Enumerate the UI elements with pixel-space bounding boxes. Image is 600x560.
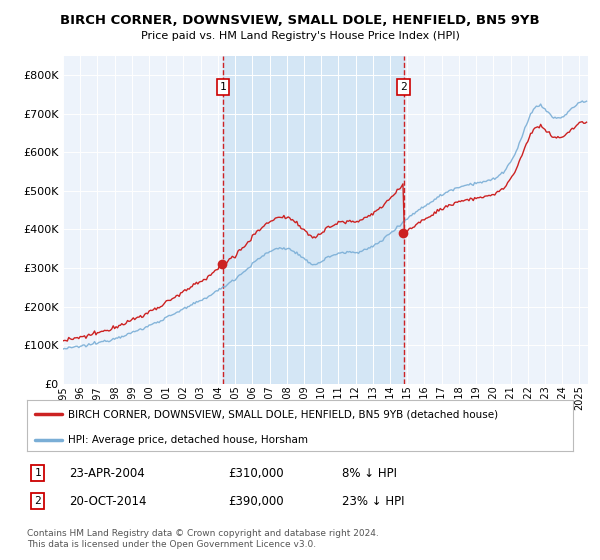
Text: 1: 1 (34, 468, 41, 478)
Text: 20-OCT-2014: 20-OCT-2014 (69, 494, 146, 508)
Text: 2: 2 (34, 496, 41, 506)
Text: 23% ↓ HPI: 23% ↓ HPI (342, 494, 404, 508)
Text: £390,000: £390,000 (228, 494, 284, 508)
Bar (223, 56, 404, 384)
Text: £310,000: £310,000 (228, 466, 284, 480)
Text: BIRCH CORNER, DOWNSVIEW, SMALL DOLE, HENFIELD, BN5 9YB (detached house): BIRCH CORNER, DOWNSVIEW, SMALL DOLE, HEN… (68, 409, 498, 419)
Text: HPI: Average price, detached house, Horsham: HPI: Average price, detached house, Hors… (68, 435, 308, 445)
Text: 8% ↓ HPI: 8% ↓ HPI (342, 466, 397, 480)
Text: 23-APR-2004: 23-APR-2004 (69, 466, 145, 480)
Text: 2: 2 (400, 82, 407, 92)
Text: Contains HM Land Registry data © Crown copyright and database right 2024.
This d: Contains HM Land Registry data © Crown c… (27, 529, 379, 549)
Text: 1: 1 (220, 82, 226, 92)
Text: BIRCH CORNER, DOWNSVIEW, SMALL DOLE, HENFIELD, BN5 9YB: BIRCH CORNER, DOWNSVIEW, SMALL DOLE, HEN… (60, 14, 540, 27)
Text: Price paid vs. HM Land Registry's House Price Index (HPI): Price paid vs. HM Land Registry's House … (140, 31, 460, 41)
